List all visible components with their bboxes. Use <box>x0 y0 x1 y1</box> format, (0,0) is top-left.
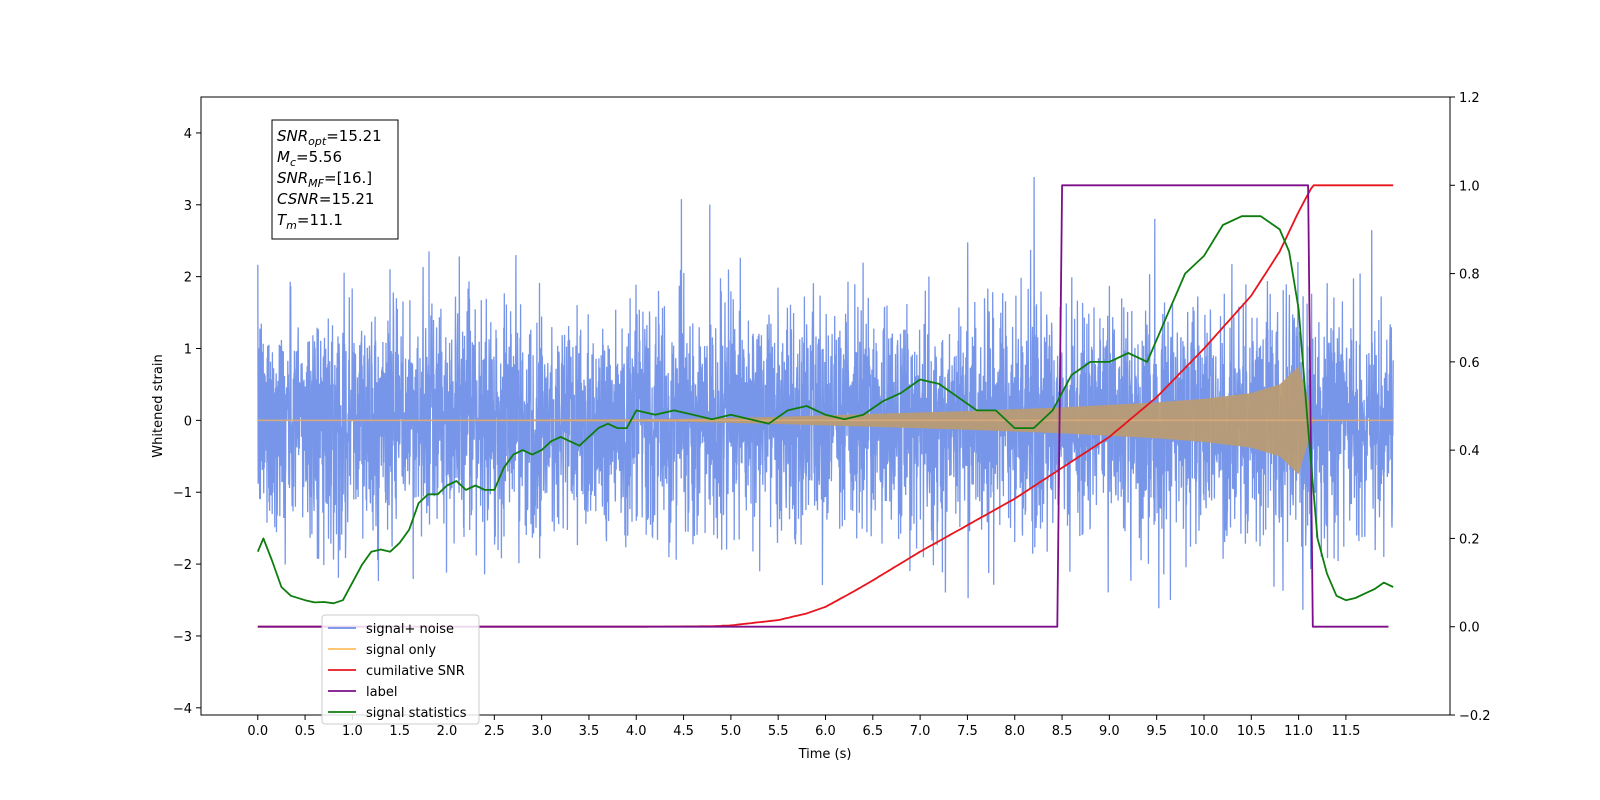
y-tick-label: 0 <box>184 414 192 429</box>
y-right-tick-label: 0.4 <box>1459 444 1480 459</box>
y-tick-label: −3 <box>173 630 192 645</box>
legend-entry: label <box>366 685 397 700</box>
y-tick-label: 1 <box>184 343 192 358</box>
x-tick-label: 5.5 <box>768 724 789 739</box>
x-tick-label: 5.0 <box>721 724 742 739</box>
y-tick-label: 2 <box>184 271 192 286</box>
x-tick-label: 9.0 <box>1099 724 1120 739</box>
y-tick-label: −1 <box>173 486 192 501</box>
y-right-tick-label: 1.0 <box>1459 179 1480 194</box>
y-right-tick-label: 1.2 <box>1459 91 1480 106</box>
legend-entry: cumilative SNR <box>366 664 465 679</box>
x-tick-label: 1.0 <box>342 724 363 739</box>
info-line: SNRMF=[16.] <box>277 169 372 190</box>
x-tick-label: 11.5 <box>1331 724 1360 739</box>
x-axis-label: Time (s) <box>798 747 852 762</box>
legend-frame <box>321 614 480 725</box>
parameter-info-box: SNRopt=15.21Mc=5.56SNRMF=[16.]CSNR=15.21… <box>271 119 399 240</box>
x-tick-label: 8.5 <box>1052 724 1073 739</box>
x-tick-label: 11.0 <box>1284 724 1313 739</box>
x-tick-label: 8.0 <box>1004 724 1025 739</box>
x-tick-label: 9.5 <box>1146 724 1167 739</box>
x-tick-label: 0.0 <box>247 724 268 739</box>
x-tick-label: 3.0 <box>531 724 552 739</box>
x-tick-label: 4.5 <box>673 724 694 739</box>
info-line: Tm=11.1 <box>277 211 343 232</box>
x-tick-label: 6.0 <box>815 724 836 739</box>
x-tick-label: 10.0 <box>1190 724 1219 739</box>
x-tick-label: 7.5 <box>957 724 978 739</box>
series-signal-noise-line <box>257 176 1394 610</box>
y-right-tick-label: −0.2 <box>1459 709 1491 724</box>
y-right-tick-label: 0.6 <box>1459 356 1480 371</box>
x-tick-label: 1.5 <box>389 724 410 739</box>
info-line: SNRopt=15.21 <box>277 127 382 148</box>
x-tick-label: 7.0 <box>910 724 931 739</box>
x-tick-label: 6.5 <box>862 724 883 739</box>
x-tick-label: 0.5 <box>295 724 316 739</box>
x-tick-label: 2.5 <box>484 724 505 739</box>
info-line: Mc=5.56 <box>277 148 342 169</box>
legend: signal+ noise signal only cumilative SNR la… <box>321 614 480 725</box>
x-tick-label: 2.0 <box>437 724 458 739</box>
y-tick-label: −2 <box>173 558 192 573</box>
y-axis-label: Whitened strain <box>151 354 166 457</box>
info-line: CSNR=15.21 <box>277 190 374 208</box>
x-tick-label: 10.5 <box>1237 724 1266 739</box>
x-tick-label: 3.5 <box>579 724 600 739</box>
y-tick-label: 4 <box>184 127 192 142</box>
info-box-frame <box>271 119 399 240</box>
series-label-line <box>257 184 1389 628</box>
y-right-tick-label: 0.2 <box>1459 532 1480 547</box>
y-tick-label: 3 <box>184 199 192 214</box>
series-signal-statistics-line <box>256 215 1394 605</box>
y-right-tick-label: 0.8 <box>1459 268 1480 283</box>
y-right-tick-label: 0.0 <box>1459 621 1480 636</box>
legend-entry: signal only <box>366 643 436 658</box>
legend-entry: signal statistics <box>366 706 467 721</box>
x-tick-label: 4.0 <box>626 724 647 739</box>
legend-entry: signal+ noise <box>366 622 454 637</box>
y-tick-label: −4 <box>173 702 192 717</box>
